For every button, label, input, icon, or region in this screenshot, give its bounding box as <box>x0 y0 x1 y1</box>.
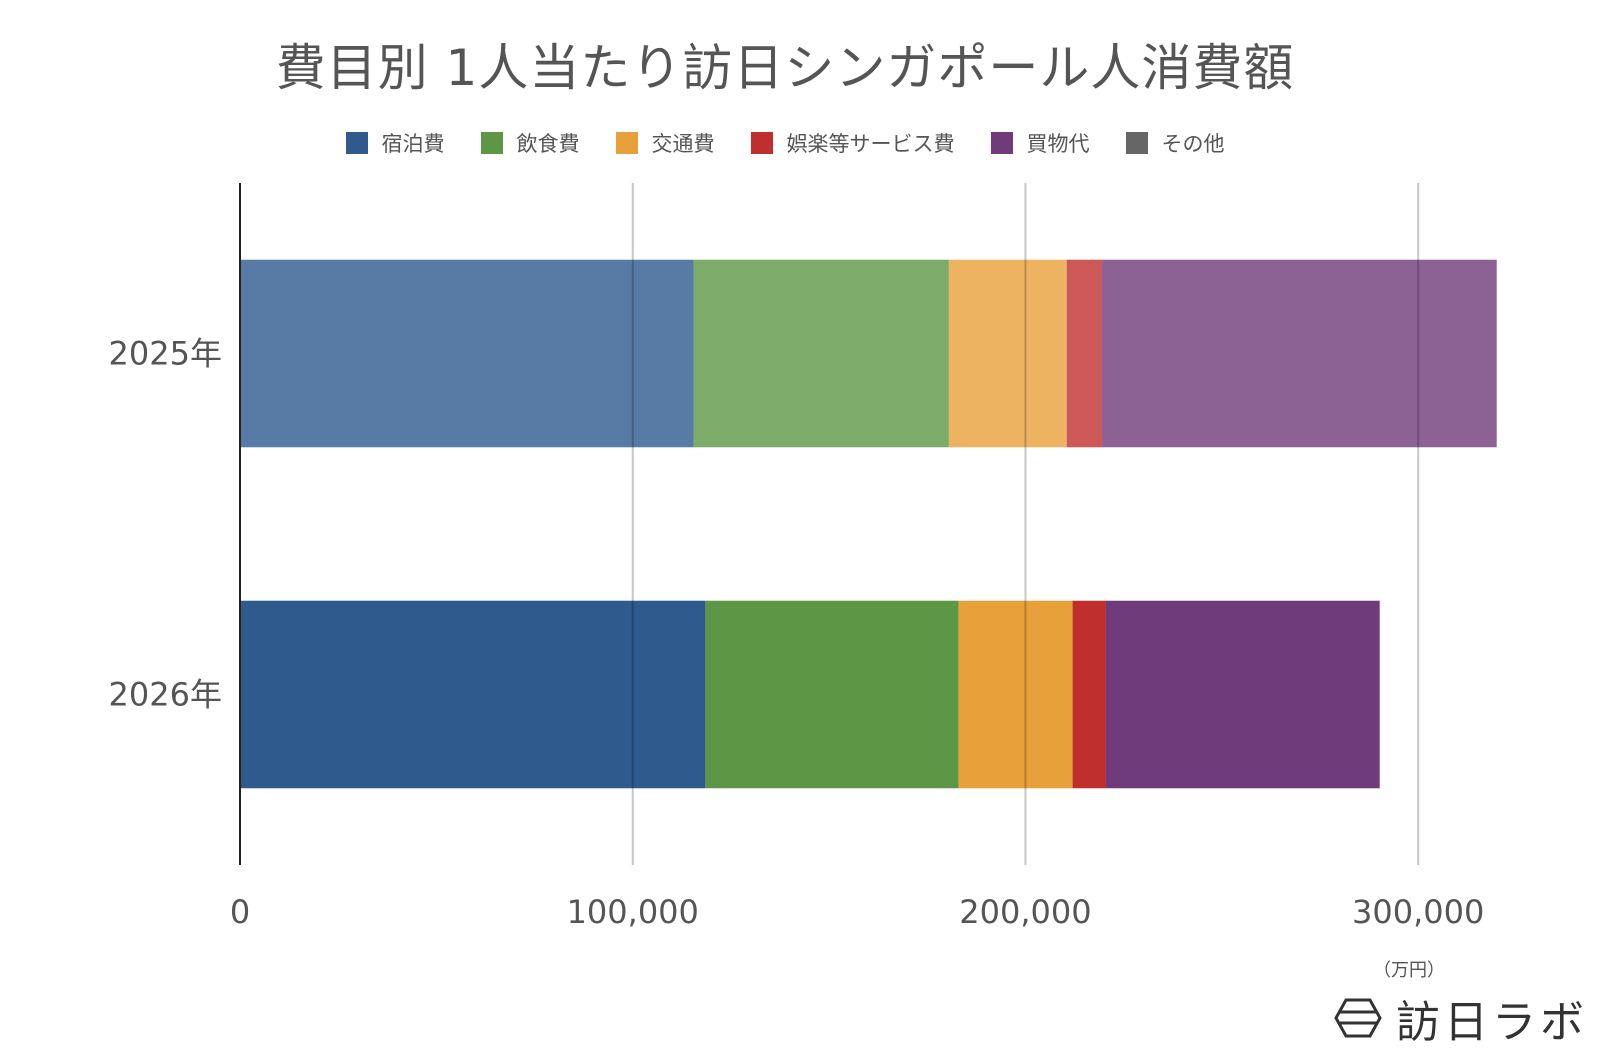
bar-segment <box>240 259 694 448</box>
legend-swatch <box>1125 132 1148 154</box>
legend-label: その他 <box>1161 132 1225 156</box>
x-tick-label: 300,000 <box>1352 893 1484 931</box>
legend-label: 娯楽等サービス費 <box>786 132 955 156</box>
legend-swatch <box>990 132 1013 154</box>
bar-segment <box>1066 259 1103 448</box>
bar-segment <box>958 600 1073 789</box>
bar-segment <box>693 259 949 448</box>
legend-item: 宿泊費 <box>345 128 445 158</box>
legend-label: 交通費 <box>651 132 715 156</box>
category-label: 2025年 <box>109 335 222 373</box>
bar-segment <box>1102 259 1497 448</box>
bar-segment <box>1105 600 1380 789</box>
chart-title: 費目別 1人当たり訪日シンガポール人消費額 <box>275 39 1295 97</box>
unit-label: （万円） <box>1373 960 1445 981</box>
legend-swatch <box>480 132 503 154</box>
legend-item: その他 <box>1125 128 1225 158</box>
legend-swatch <box>345 132 368 154</box>
bar-segment <box>948 259 1067 448</box>
bar-segment <box>240 600 706 789</box>
hexagon-logo-icon <box>1334 998 1382 1038</box>
legend-swatch <box>750 132 773 154</box>
x-tick-label: 0 <box>230 893 250 931</box>
category-label: 2026年 <box>109 676 222 714</box>
logo: 訪日ラボ <box>1334 990 1588 1048</box>
x-tick-label: 200,000 <box>959 893 1091 931</box>
legend-swatch <box>615 132 638 154</box>
legend-item: 娯楽等サービス費 <box>750 128 955 158</box>
bar-segment <box>1072 600 1106 789</box>
x-tick-label: 100,000 <box>567 893 699 931</box>
legend-item: 交通費 <box>615 128 715 158</box>
bar-segment <box>705 600 959 789</box>
legend-label: 宿泊費 <box>381 132 445 156</box>
legend-label: 買物代 <box>1026 132 1090 156</box>
legend-item: 飲食費 <box>480 128 580 158</box>
legend: 宿泊費 飲食費 交通費 娯楽等サービス費 買物代 その他 <box>0 128 1570 158</box>
legend-label: 飲食費 <box>516 132 580 156</box>
logo-text: 訪日ラボ <box>1396 997 1588 1048</box>
legend-item: 買物代 <box>990 128 1090 158</box>
